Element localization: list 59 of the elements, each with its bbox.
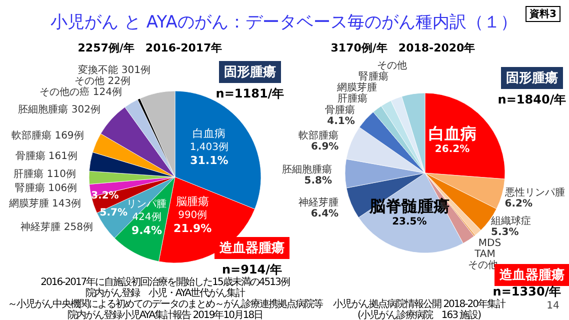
slice-label: 肝腫瘍 [337, 92, 368, 104]
slice-label: 腎腫瘍 106例 [14, 182, 78, 194]
data-label: 4.1% [327, 116, 355, 127]
text: 31.1% [190, 154, 228, 168]
text: 造血器腫瘍 [500, 268, 564, 283]
data-label: 6.9% [310, 141, 339, 152]
slice-label: 組織球症 [490, 214, 532, 227]
slice-label: 肝腫瘍 110例 [14, 168, 76, 180]
text: n=914/年 [222, 262, 282, 276]
slice-label: 腎腫瘍 [358, 70, 388, 82]
slice-label: TAM [474, 248, 496, 260]
text: 資料3 [526, 6, 560, 22]
data-label: 23.5% [392, 216, 427, 228]
data-label: 5.8% [304, 176, 332, 187]
slice-label: 軟部腫瘍 169例 [12, 130, 84, 142]
text: 小児がん拠点病院情報公開 2018-20年集計 [333, 298, 505, 310]
text: 5.7% [100, 207, 128, 218]
text: 院内がん登録小児AYA集計報告 2019年10月18日 [67, 308, 263, 320]
data-label: 6.2% [504, 198, 533, 210]
text: n=1840/年 [498, 92, 566, 108]
text: ～小児がん中央機関による初めてのデータのまとめ～がん診療連携拠点病院等 [8, 298, 322, 310]
text: n=1181/年 [216, 86, 284, 102]
text: 固形腫瘍 [219, 61, 281, 83]
slice-label: MDS [478, 238, 502, 249]
slice-label: 軟部腫瘍 [298, 129, 339, 142]
slice-label: 白血病 [428, 124, 476, 144]
text: 21.9% [174, 222, 212, 236]
slice-label: リンパ腫 [126, 198, 167, 210]
slice-label: 胚細胞腫瘍 [282, 164, 332, 176]
slice-label: 悪性リンパ腫 [504, 186, 565, 198]
data-label: 6.4% [310, 208, 339, 220]
slice-label: 骨腫瘍 161例 [15, 150, 78, 162]
text: 14 [546, 300, 560, 312]
chart-title: 小児がん と AYAのがん：データベース毎のがん種内訳（１） [50, 12, 518, 34]
slice-label: 神経芽腫 258例 [20, 220, 93, 233]
chart-subtitle: 3170例/年 2018-2020年 [330, 40, 476, 56]
slice-label: 神経芽腫 [298, 196, 339, 208]
text: 固形腫瘍 [501, 67, 563, 89]
slice-label: 白血病 [192, 127, 226, 140]
slice-label: 脳腫瘍 [176, 195, 210, 208]
slice-label: 胚細胞腫瘍 302例 [18, 104, 100, 116]
slice-label: 変換不能 301例 [78, 64, 150, 76]
slice-label: 網膜芽腫 [336, 81, 378, 94]
data-label: 26.2% [434, 144, 470, 156]
slice-label: その他 22例 [74, 75, 130, 88]
slice-label: 網膜芽腫 143例 [8, 198, 82, 210]
text: 院内がん登録 小児・AYA世代がん集計 [85, 287, 245, 299]
text: (小児がん診療病院 163 施設) [357, 308, 481, 320]
slice-label: 骨腫瘍 [324, 104, 355, 116]
slice-label: その他の癌 124例 [40, 86, 122, 98]
data-label: 5.3% [491, 226, 519, 238]
text: 2016-2017年に自施設初回治療を開始した15歳未満の4513例 [40, 276, 290, 288]
chart-subtitle: 2257例/年 2016-2017年 [78, 40, 222, 56]
text: 造血器腫瘍 [214, 237, 290, 259]
text: 9.4% [131, 224, 162, 238]
data-label: 990例 [178, 210, 208, 222]
slice-label: その他 [377, 59, 408, 72]
text: n=1330/年 [492, 284, 562, 298]
data-label: 1,403例 [190, 142, 229, 154]
